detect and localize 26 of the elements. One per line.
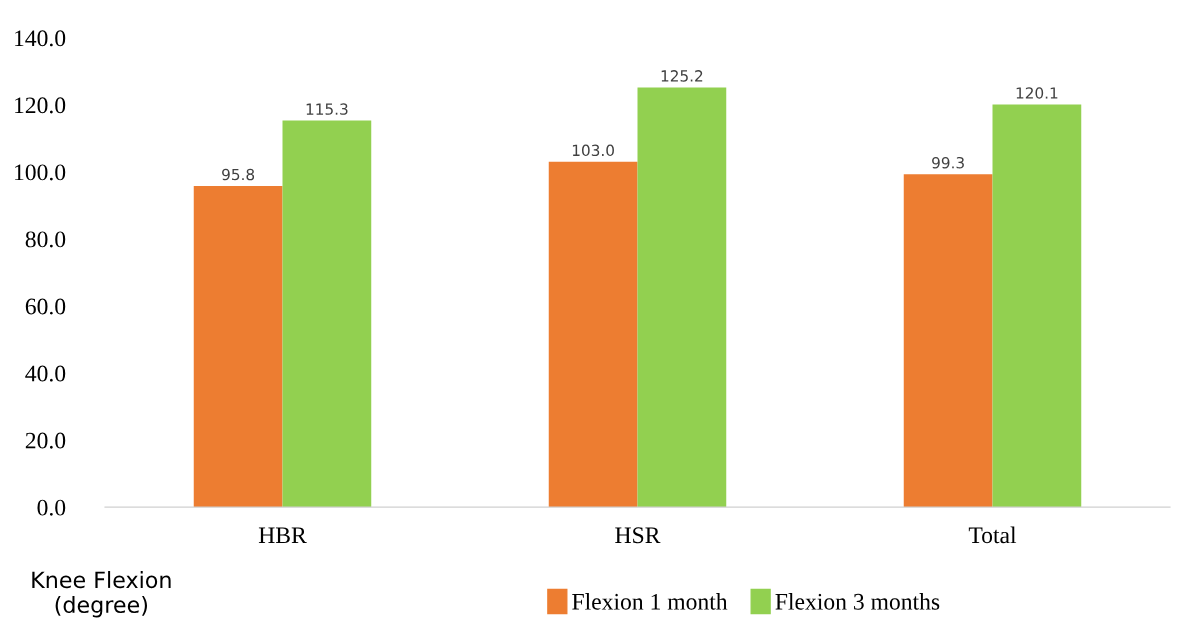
data-label: 120.1 xyxy=(1016,87,1058,99)
legend-label: Flexion 3 months xyxy=(775,593,940,610)
y-tick-label: 40.0 xyxy=(25,365,66,382)
y-tick-label: 20.0 xyxy=(25,432,66,449)
x-tick-label: HBR xyxy=(258,527,307,544)
bar xyxy=(903,174,993,508)
bar xyxy=(282,120,372,508)
y-axis-title: Knee Flexion (degree) xyxy=(32,571,171,618)
bar xyxy=(548,161,638,508)
data-label: 99.3 xyxy=(932,156,964,169)
x-tick-label: HSR xyxy=(615,527,661,544)
data-label: 103.0 xyxy=(572,144,614,157)
legend-label: Flexion 1 month xyxy=(572,593,728,610)
bar xyxy=(193,185,283,508)
data-label: 95.8 xyxy=(222,168,255,181)
bar xyxy=(992,104,1082,508)
bar xyxy=(637,87,727,508)
data-label: 115.3 xyxy=(306,103,348,115)
y-tick-label: 60.0 xyxy=(25,298,66,315)
y-tick-label: 120.0 xyxy=(15,97,66,114)
y-tick-label: 100.0 xyxy=(15,164,66,181)
x-tick-label: Total xyxy=(968,526,1017,544)
y-tick-label: 80.0 xyxy=(25,231,66,248)
y-tick-label: 140.0 xyxy=(15,30,66,47)
data-label: 125.2 xyxy=(661,70,703,82)
y-tick-label: 0.0 xyxy=(37,499,66,516)
